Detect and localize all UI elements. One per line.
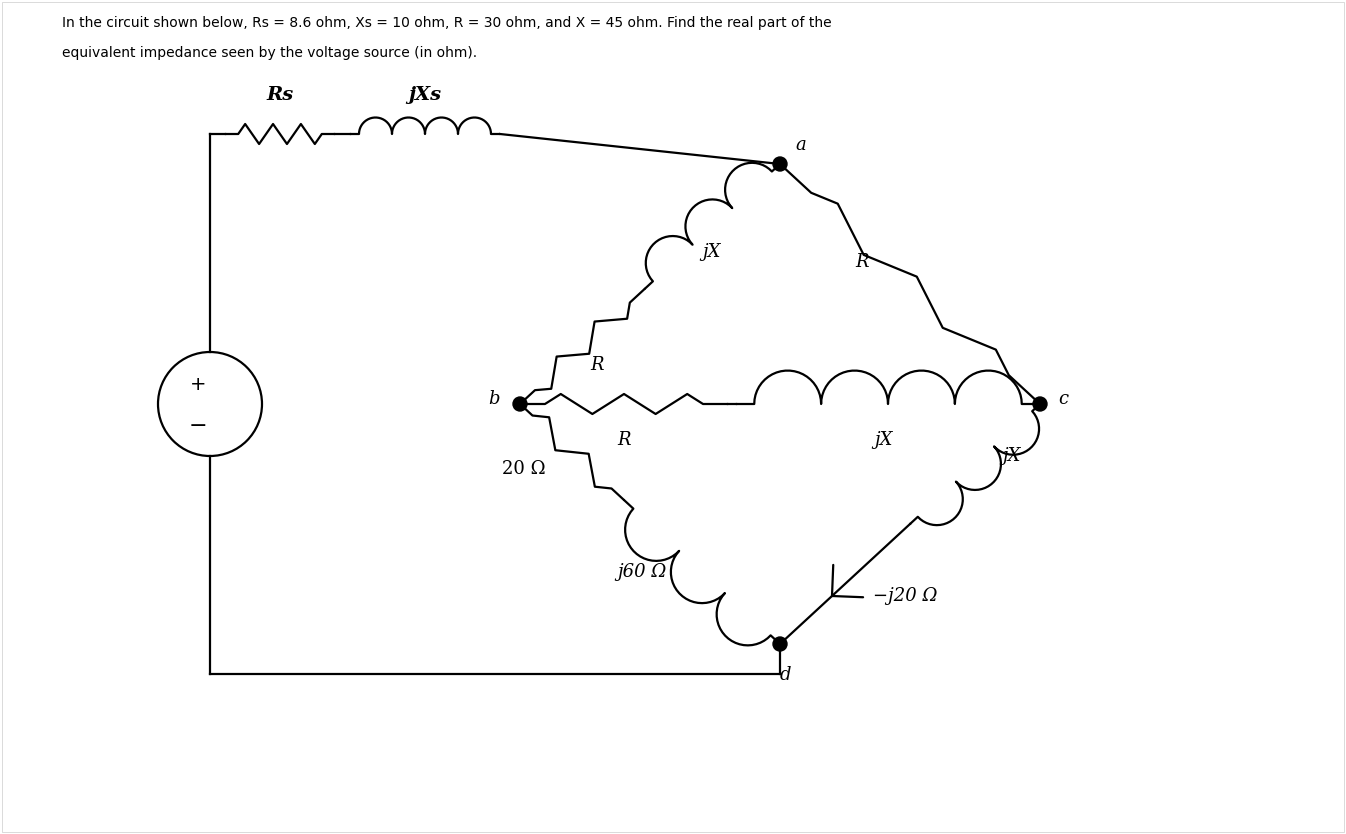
Text: −j20 Ω: −j20 Ω: [874, 587, 937, 605]
Text: R: R: [855, 253, 868, 271]
Text: R: R: [618, 431, 631, 449]
Text: d: d: [779, 666, 790, 684]
Text: equivalent impedance seen by the voltage source (in ohm).: equivalent impedance seen by the voltage…: [62, 46, 476, 60]
Text: −: −: [188, 416, 207, 436]
Text: +: +: [190, 374, 206, 394]
Text: j60 Ω: j60 Ω: [618, 563, 666, 581]
Text: jX: jX: [875, 431, 894, 449]
Text: R: R: [591, 356, 604, 374]
Text: jX: jX: [1003, 447, 1020, 465]
Text: In the circuit shown below, Rs = 8.6 ohm, Xs = 10 ohm, R = 30 ohm, and X = 45 oh: In the circuit shown below, Rs = 8.6 ohm…: [62, 16, 832, 30]
Text: jX: jX: [703, 243, 721, 261]
Text: jXs: jXs: [408, 86, 441, 104]
Text: c: c: [1058, 390, 1069, 408]
Circle shape: [773, 157, 787, 171]
Text: a: a: [795, 136, 806, 154]
Text: Rs: Rs: [267, 86, 293, 104]
Text: b: b: [489, 390, 499, 408]
Circle shape: [1032, 397, 1047, 411]
Circle shape: [513, 397, 528, 411]
Circle shape: [773, 637, 787, 651]
Text: 20 Ω: 20 Ω: [502, 460, 545, 478]
